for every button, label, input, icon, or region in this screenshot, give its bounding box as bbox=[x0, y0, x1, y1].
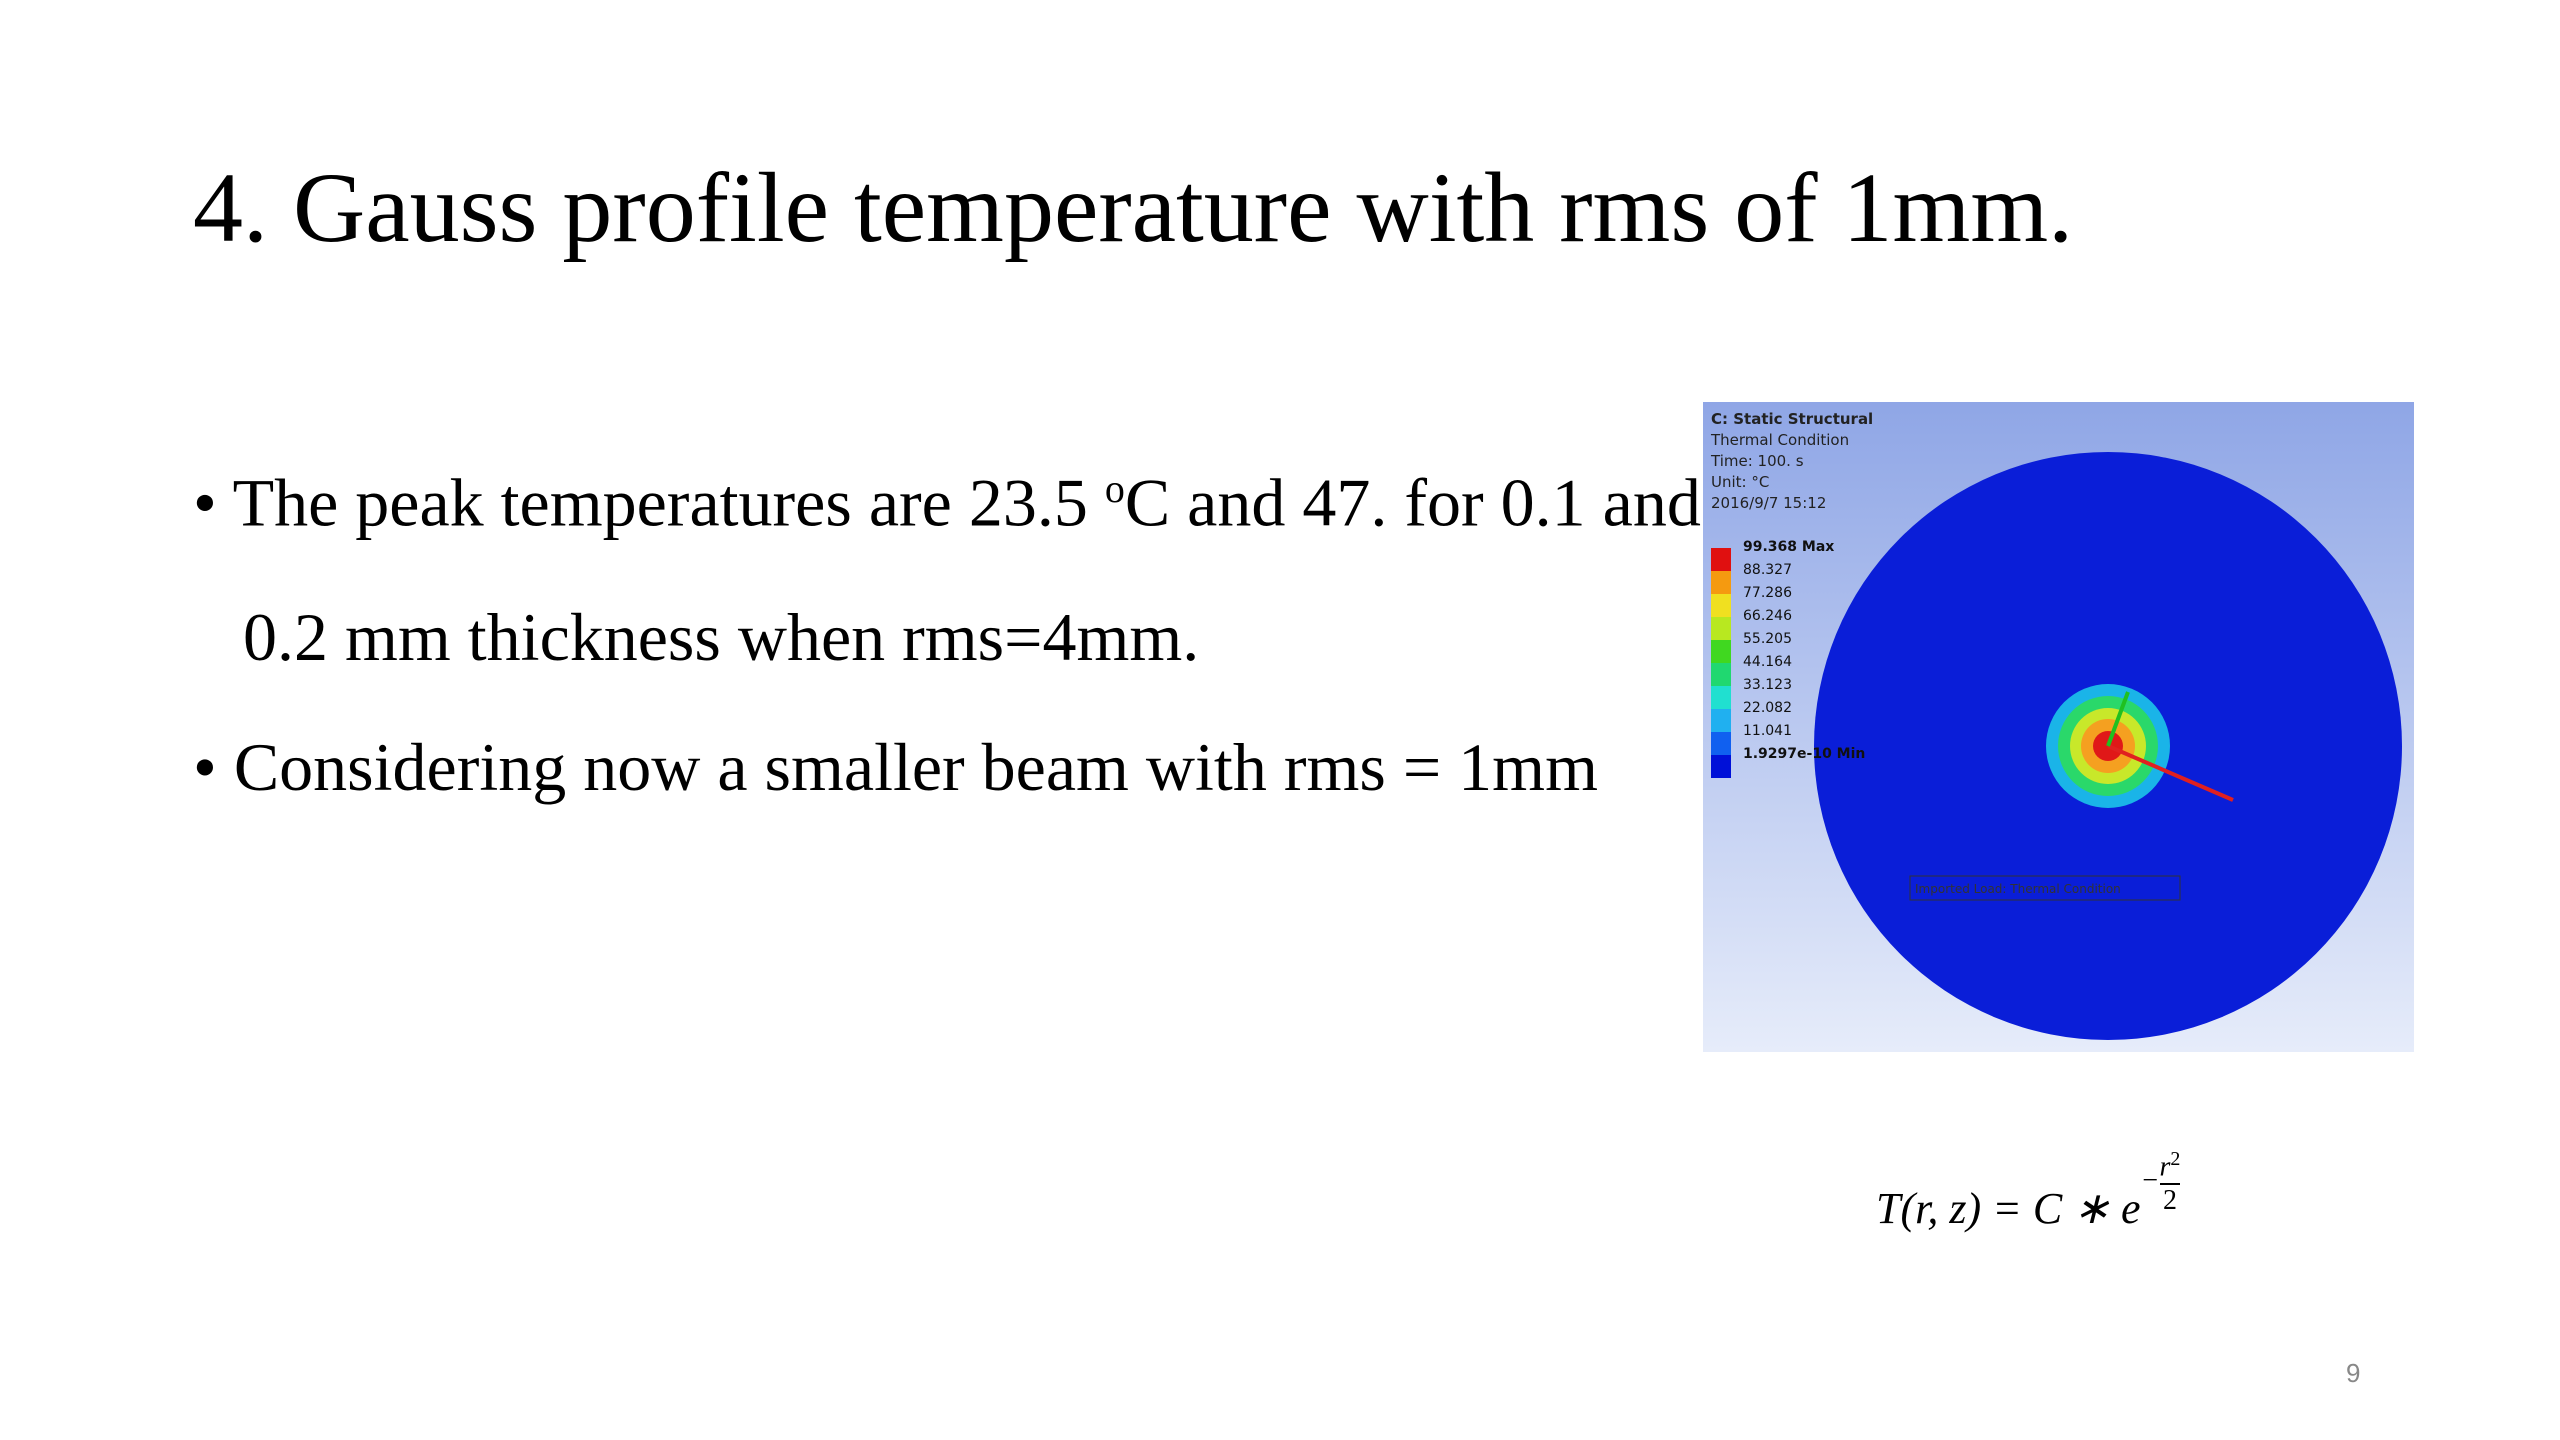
legend-swatch bbox=[1711, 663, 1731, 686]
load-label: Imported Load: Thermal Condition bbox=[1915, 882, 2121, 896]
legend-swatch bbox=[1711, 548, 1731, 571]
text: Considering now a smaller beam with rms … bbox=[233, 729, 1598, 805]
eq-lhs: T(r, z) = C ∗ e bbox=[1876, 1184, 2141, 1234]
legend-swatch bbox=[1711, 686, 1731, 709]
legend-swatch bbox=[1711, 732, 1731, 755]
legend-label: 88.327 bbox=[1743, 562, 1792, 578]
eq-den: 2 bbox=[2162, 1185, 2177, 1217]
legend-label: 1.9297e-10 Min bbox=[1743, 746, 1866, 762]
header-line: C: Static Structural bbox=[1711, 410, 1874, 428]
contour-plot: Imported Load: Thermal Condition bbox=[1814, 452, 2402, 1040]
legend-label: 99.368 Max bbox=[1743, 539, 1835, 555]
bullet: • The peak temperatures are 23.5 oC and … bbox=[193, 464, 1701, 675]
axis-arrow bbox=[2106, 691, 2130, 747]
legend-label: 33.123 bbox=[1743, 677, 1792, 693]
legend-label: 77.286 bbox=[1743, 585, 1792, 601]
eq-num: r bbox=[2159, 1151, 2171, 1183]
axis-arrow bbox=[2107, 744, 2234, 802]
legend-swatch bbox=[1711, 617, 1731, 640]
header-line: 2016/9/7 15:12 bbox=[1711, 494, 1827, 512]
legend-label: 44.164 bbox=[1743, 654, 1792, 670]
legend-swatch bbox=[1711, 640, 1731, 663]
bullet: • Considering now a smaller beam with rm… bbox=[193, 729, 1598, 805]
simulation-figure: Imported Load: Thermal Condition C: Stat… bbox=[1703, 402, 2414, 1052]
equation: T(r, z) = C ∗ e− r2 2 bbox=[1876, 1148, 2181, 1234]
eq-power: 2 bbox=[2170, 1148, 2181, 1170]
legend-label: 55.205 bbox=[1743, 631, 1792, 647]
legend-swatch bbox=[1711, 571, 1731, 594]
legend-label: 22.082 bbox=[1743, 700, 1792, 716]
legend-swatch bbox=[1711, 594, 1731, 617]
label-box bbox=[1909, 875, 2181, 901]
page-number: 9 bbox=[2346, 1358, 2361, 1388]
legend-swatch bbox=[1711, 755, 1731, 778]
header-line: Thermal Condition bbox=[1711, 431, 1850, 449]
eq-sign: − bbox=[2140, 1165, 2160, 1197]
legend-swatch bbox=[1711, 709, 1731, 732]
text: The peak temperatures are 23.5 bbox=[232, 464, 1105, 541]
header-line: Unit: °C bbox=[1711, 473, 1770, 491]
header-line: Time: 100. s bbox=[1711, 452, 1804, 470]
text: C and 47. for 0.1 and 0.2 mm thickness w… bbox=[243, 464, 1701, 675]
slide-title: 4. Gauss profile temperature with rms of… bbox=[193, 152, 2074, 263]
superscript: o bbox=[1104, 466, 1125, 511]
legend-label: 11.041 bbox=[1743, 723, 1792, 739]
legend-label: 66.246 bbox=[1743, 608, 1792, 624]
